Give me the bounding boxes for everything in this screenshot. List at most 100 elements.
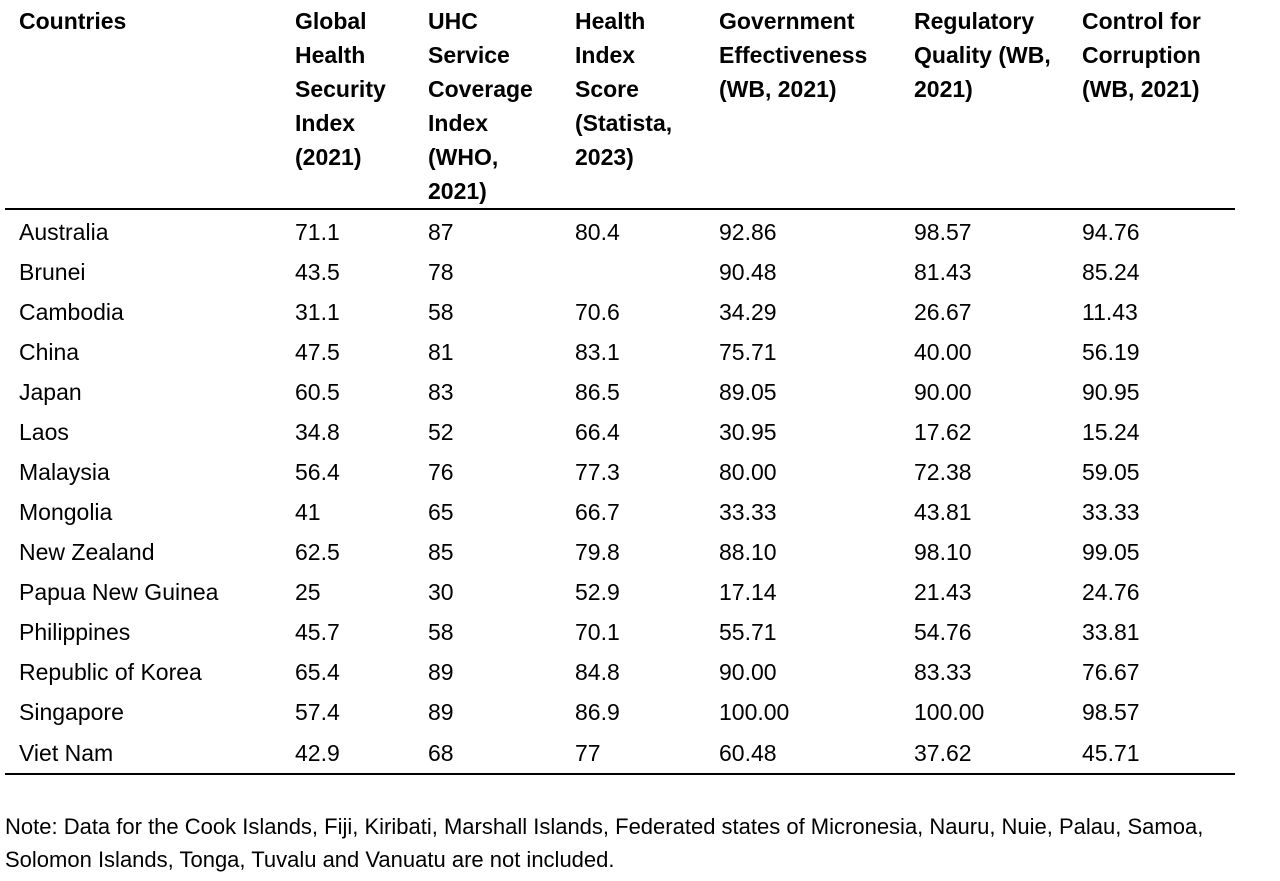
table-row: Laos 34.8 52 66.4 30.95 17.62 15.24 bbox=[5, 412, 1235, 452]
table-body: Australia 71.1 87 80.4 92.86 98.57 94.76 Brunei… bbox=[5, 209, 1235, 775]
cell-uhc-service-coverage-index: 65 bbox=[428, 499, 454, 525]
cell-regulatory-quality: 40.00 bbox=[914, 339, 972, 365]
cell-regulatory-quality: 37.62 bbox=[900, 732, 1068, 775]
cell-uhc-service-coverage-index: 85 bbox=[428, 539, 454, 565]
cell-health-index-score: 79.8 bbox=[575, 539, 620, 565]
cell-health-index-score: 77.3 bbox=[575, 459, 620, 485]
cell-government-effectiveness: 55.71 bbox=[719, 619, 777, 645]
cell-government-effectiveness: 60.48 bbox=[705, 732, 900, 775]
cell-government-effectiveness: 33.33 bbox=[719, 499, 777, 525]
cell-uhc-service-coverage-index: 30 bbox=[428, 579, 454, 605]
cell-global-health-security-index: 60.5 bbox=[295, 379, 340, 405]
cell-government-effectiveness: 34.29 bbox=[719, 299, 777, 325]
cell-global-health-security-index: 42.9 bbox=[281, 732, 414, 775]
cell-uhc-service-coverage-index: 76 bbox=[428, 459, 454, 485]
cell-regulatory-quality: 98.10 bbox=[914, 539, 972, 565]
header-countries: Countries bbox=[5, 0, 281, 210]
cell-control-for-corruption: 56.19 bbox=[1082, 339, 1140, 365]
cell-government-effectiveness: 90.48 bbox=[719, 259, 777, 285]
cell-country: Singapore bbox=[19, 699, 124, 725]
cell-country: Republic of Korea bbox=[19, 659, 202, 685]
cell-health-index-score: 52.9 bbox=[575, 579, 620, 605]
cell-health-index-score: 80.4 bbox=[575, 219, 620, 245]
cell-control-for-corruption: 94.76 bbox=[1082, 219, 1140, 245]
table-row: Cambodia 31.1 58 70.6 34.29 26.67 11.43 bbox=[5, 292, 1235, 332]
cell-control-for-corruption: 85.24 bbox=[1082, 259, 1140, 285]
cell-health-index-score: 66.7 bbox=[575, 499, 620, 525]
cell-uhc-service-coverage-index: 58 bbox=[428, 299, 454, 325]
cell-control-for-corruption: 90.95 bbox=[1082, 379, 1140, 405]
header-row: Countries Global Health Security Index (… bbox=[5, 0, 1235, 210]
cell-global-health-security-index: 41 bbox=[295, 499, 321, 525]
table-row: New Zealand 62.5 85 79.8 88.10 98.10 99.05 bbox=[5, 532, 1235, 572]
cell-uhc-service-coverage-index: 89 bbox=[428, 659, 454, 685]
cell-country: Malaysia bbox=[19, 459, 110, 485]
cell-country: New Zealand bbox=[19, 539, 155, 565]
cell-uhc-service-coverage-index: 83 bbox=[428, 379, 454, 405]
cell-global-health-security-index: 45.7 bbox=[295, 619, 340, 645]
cell-country: Laos bbox=[19, 419, 69, 445]
cell-regulatory-quality: 43.81 bbox=[914, 499, 972, 525]
cell-regulatory-quality: 83.33 bbox=[914, 659, 972, 685]
cell-government-effectiveness: 90.00 bbox=[719, 659, 777, 685]
table-row: Australia 71.1 87 80.4 92.86 98.57 94.76 bbox=[5, 209, 1235, 252]
cell-health-index-score: 86.9 bbox=[575, 699, 620, 725]
cell-control-for-corruption: 11.43 bbox=[1082, 299, 1138, 325]
cell-control-for-corruption: 24.76 bbox=[1082, 579, 1140, 605]
cell-uhc-service-coverage-index: 89 bbox=[428, 699, 454, 725]
cell-uhc-service-coverage-index: 58 bbox=[428, 619, 454, 645]
table-row: Brunei 43.5 78 90.48 81.43 85.24 bbox=[5, 252, 1235, 292]
cell-global-health-security-index: 65.4 bbox=[295, 659, 340, 685]
cell-health-index-score: 70.6 bbox=[575, 299, 620, 325]
cell-control-for-corruption: 15.24 bbox=[1082, 419, 1140, 445]
cell-health-index-score: 83.1 bbox=[575, 339, 620, 365]
cell-regulatory-quality: 100.00 bbox=[914, 699, 985, 725]
data-table-container: Countries Global Health Security Index (… bbox=[5, 0, 1235, 775]
header-uhc-service-coverage-index: UHC Service Coverage Index (WHO, 2021) bbox=[414, 0, 561, 210]
cell-country: Brunei bbox=[19, 259, 86, 285]
cell-global-health-security-index: 56.4 bbox=[295, 459, 340, 485]
cell-government-effectiveness: 17.14 bbox=[719, 579, 777, 605]
table-row: Papua New Guinea 25 30 52.9 17.14 21.43 24.76 bbox=[5, 572, 1235, 612]
table-header: Countries Global Health Security Index (… bbox=[5, 0, 1235, 210]
cell-country: Viet Nam bbox=[5, 732, 281, 775]
cell-global-health-security-index: 34.8 bbox=[295, 419, 340, 445]
cell-health-index-score: 70.1 bbox=[575, 619, 620, 645]
cell-regulatory-quality: 81.43 bbox=[914, 259, 972, 285]
cell-control-for-corruption: 99.05 bbox=[1082, 539, 1140, 565]
cell-country: Australia bbox=[19, 219, 109, 245]
cell-government-effectiveness: 88.10 bbox=[719, 539, 777, 565]
cell-global-health-security-index: 62.5 bbox=[295, 539, 340, 565]
table-row: Republic of Korea 65.4 89 84.8 90.00 83.33 76.… bbox=[5, 652, 1235, 692]
header-global-health-security-index: Global Health Security Index (2021) bbox=[281, 0, 414, 210]
cell-country: Mongolia bbox=[19, 499, 113, 525]
cell-global-health-security-index: 57.4 bbox=[295, 699, 340, 725]
cell-uhc-service-coverage-index: 81 bbox=[428, 339, 454, 365]
cell-uhc-service-coverage-index: 87 bbox=[428, 219, 454, 245]
cell-government-effectiveness: 89.05 bbox=[719, 379, 777, 405]
cell-control-for-corruption: 33.33 bbox=[1082, 499, 1140, 525]
cell-global-health-security-index: 71.1 bbox=[295, 219, 340, 245]
cell-country: Japan bbox=[19, 379, 82, 405]
country-indicators-table: Countries Global Health Security Index (… bbox=[5, 0, 1235, 775]
table-row: Viet Nam 42.9 68 77 60.48 37.62 45.71 bbox=[5, 732, 1235, 775]
cell-regulatory-quality: 72.38 bbox=[914, 459, 972, 485]
table-row: Singapore 57.4 89 86.9 100.00 100.00 98.57 bbox=[5, 692, 1235, 732]
cell-government-effectiveness: 100.00 bbox=[719, 699, 790, 725]
cell-government-effectiveness: 75.71 bbox=[719, 339, 777, 365]
header-regulatory-quality: Regulatory Quality (WB, 2021) bbox=[900, 0, 1068, 210]
cell-regulatory-quality: 21.43 bbox=[914, 579, 972, 605]
cell-uhc-service-coverage-index: 68 bbox=[414, 732, 561, 775]
table-row: Mongolia 41 65 66.7 33.33 43.81 33.33 bbox=[5, 492, 1235, 532]
cell-health-index-score: 86.5 bbox=[575, 379, 620, 405]
cell-control-for-corruption: 45.71 bbox=[1068, 732, 1235, 775]
cell-control-for-corruption: 59.05 bbox=[1082, 459, 1140, 485]
cell-uhc-service-coverage-index: 78 bbox=[428, 259, 454, 285]
cell-regulatory-quality: 90.00 bbox=[914, 379, 972, 405]
cell-control-for-corruption: 33.81 bbox=[1082, 619, 1140, 645]
cell-government-effectiveness: 80.00 bbox=[719, 459, 777, 485]
cell-global-health-security-index: 25 bbox=[295, 579, 321, 605]
cell-regulatory-quality: 26.67 bbox=[914, 299, 972, 325]
cell-country: China bbox=[19, 339, 80, 365]
cell-regulatory-quality: 17.62 bbox=[914, 419, 972, 445]
